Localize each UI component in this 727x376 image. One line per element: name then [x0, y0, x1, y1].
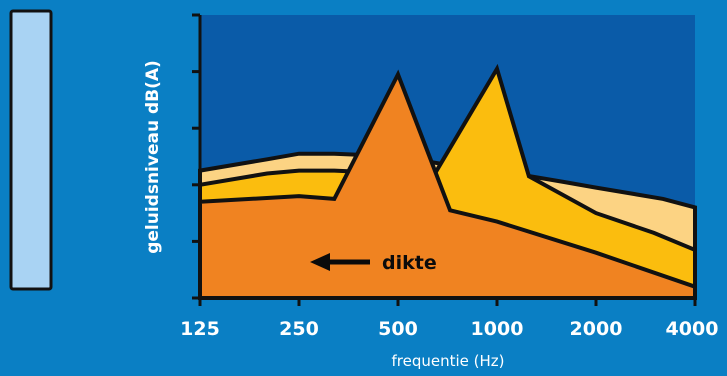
- x-tick-label: 1000: [471, 318, 524, 340]
- material-sample-block: [9, 9, 53, 291]
- x-axis-title: frequentie (Hz): [391, 352, 504, 370]
- thickness-annotation-label: dikte: [382, 252, 437, 274]
- x-tick-label: 2000: [570, 318, 623, 340]
- thickness-annotation: dikte: [310, 252, 437, 274]
- series-area-3: [198, 69, 697, 300]
- thickness-arrow-head: [310, 253, 330, 271]
- x-tick-label: 500: [378, 318, 418, 340]
- x-axis-tick-labels: 125 250 500 1000 2000 4000: [180, 318, 718, 340]
- x-tick-label: 250: [279, 318, 319, 340]
- x-axis-ticks: [198, 298, 697, 306]
- x-tick-label: 4000: [666, 318, 719, 340]
- x-tick-label: 125: [180, 318, 220, 340]
- y-axis-title: geluidsniveau dB(A): [143, 60, 163, 254]
